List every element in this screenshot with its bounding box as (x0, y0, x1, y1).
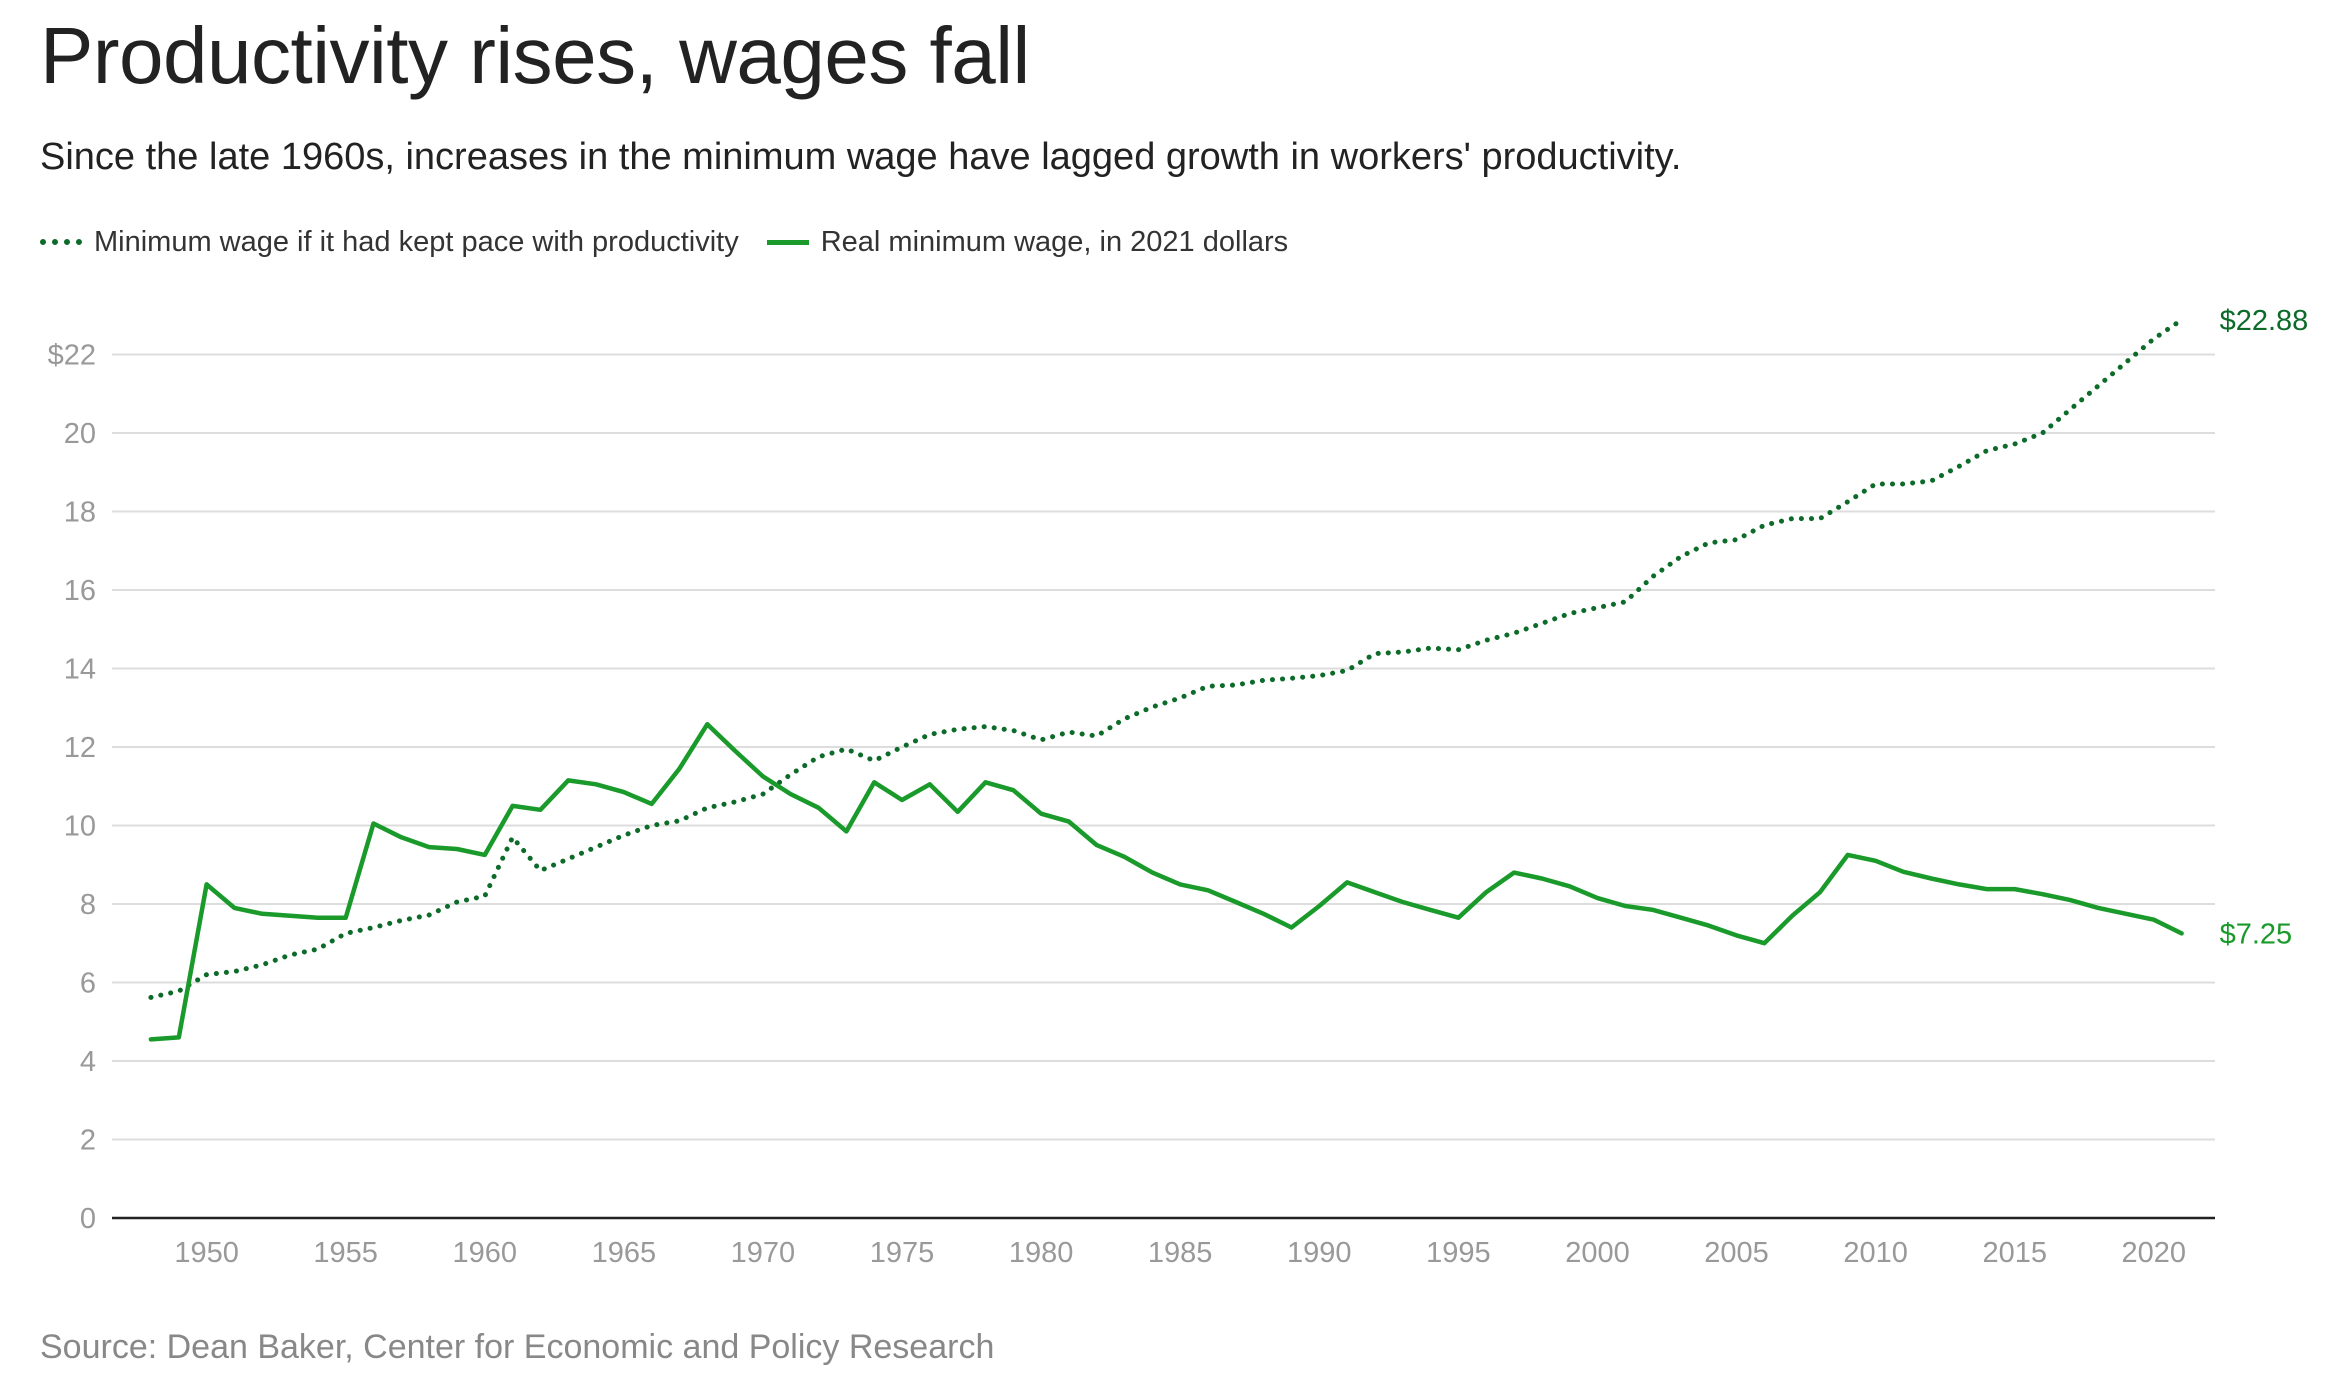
x-tick-label: 2000 (1565, 1237, 1630, 1269)
y-tick-label: 0 (80, 1203, 96, 1235)
y-tick-label: $22 (48, 339, 96, 371)
y-tick-label: 12 (64, 732, 96, 764)
x-tick-label: 2005 (1704, 1237, 1769, 1269)
end-label-productivity: $22.88 (2220, 305, 2309, 337)
chart-legend: Minimum wage if it had kept pace with pr… (40, 222, 1316, 262)
legend-label-real-wage: Real minimum wage, in 2021 dollars (820, 225, 1289, 258)
chart-title: Productivity rises, wages fall (40, 11, 1030, 100)
x-tick-label: 1955 (313, 1237, 378, 1269)
x-tick-label: 1985 (1148, 1237, 1213, 1269)
y-tick-label: 4 (80, 1046, 96, 1078)
x-tick-label: 1995 (1426, 1237, 1491, 1269)
end-label-real-wage: $7.25 (2220, 918, 2293, 950)
legend-item-productivity: Minimum wage if it had kept pace with pr… (40, 226, 739, 259)
series-line-real-wage (148, 721, 2184, 1042)
x-tick-label: 1970 (731, 1237, 796, 1269)
x-tick-label: 1975 (870, 1237, 935, 1269)
legend-swatch-solid (766, 239, 809, 245)
y-tick-label: 10 (64, 810, 96, 842)
legend-item-real-wage: Real minimum wage, in 2021 dollars (766, 225, 1289, 259)
chart-subtitle: Since the late 1960s, increases in the m… (40, 136, 1682, 178)
y-tick-label: 16 (64, 575, 96, 607)
chart-source: Source: Dean Baker, Center for Economic … (40, 1328, 995, 1366)
x-tick-label: 1965 (592, 1237, 657, 1269)
x-tick-label: 1960 (452, 1237, 517, 1269)
x-tick-label: 2020 (2122, 1237, 2187, 1269)
y-tick-label: 2 (80, 1124, 96, 1156)
legend-swatch-dotted (40, 239, 82, 245)
y-tick-label: 8 (80, 889, 96, 921)
x-tick-label: 2010 (1843, 1237, 1908, 1269)
x-tick-label: 1980 (1009, 1237, 1074, 1269)
y-tick-label: 6 (80, 967, 96, 999)
legend-label-productivity: Minimum wage if it had kept pace with pr… (94, 225, 739, 258)
series-line-productivity (148, 317, 2185, 1000)
x-tick-label: 2015 (1982, 1237, 2047, 1269)
x-tick-label: 1990 (1287, 1237, 1352, 1269)
y-tick-label: 18 (64, 496, 96, 528)
y-tick-label: 14 (64, 653, 96, 685)
y-tick-label: 20 (64, 418, 96, 450)
x-tick-label: 1950 (174, 1237, 239, 1269)
